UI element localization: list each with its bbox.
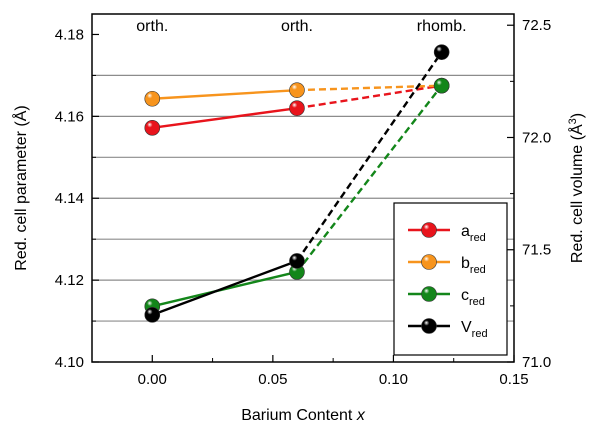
phase-annotation: rhomb. [417,18,467,35]
y-right-tick-label: 71.0 [522,354,551,371]
y-tick-label: 4.18 [55,26,84,43]
series-line-V [151,259,298,316]
phase-annotation: orth. [136,18,168,35]
y-tick-label: 4.14 [55,190,84,207]
legend: ared bred cred Vred [393,202,508,356]
data-point-c [433,77,450,94]
legend-label-c: cred [461,287,485,308]
data-point-a [144,120,161,136]
series-line-a [152,106,298,130]
data-point-V [144,307,161,323]
x-tick-label: 0.00 [138,371,167,388]
y-tick-label: 4.10 [55,354,84,371]
x-axis-label: Barium Content x [241,407,366,424]
y-right-tick-label: 72.0 [522,129,551,146]
y-right-tick-label: 71.5 [522,242,551,259]
legend-label-a: ared [461,223,486,244]
series-points [144,44,450,323]
data-point-V [433,44,450,60]
x-tick-label: 0.10 [379,371,408,388]
x-tick-label: 0.05 [258,371,287,388]
data-point-a [289,100,305,116]
y-right-tick-label: 72.5 [522,17,551,34]
legend-marker-b [421,254,437,270]
legend-box [393,202,508,356]
series-line-b [152,88,298,100]
x-axis: 0.00 0.05 0.10 0.15 [91,355,529,388]
y-axis-right-label: Red. cell volume (Å3) [567,113,586,263]
x-tick-label: 0.15 [499,371,528,388]
data-point-b [289,82,305,98]
legend-label-V: Vred [461,319,488,340]
phase-annotations: orth. orth. rhomb. [136,18,466,35]
series-line-b [296,84,442,92]
legend-label-b: bred [461,255,486,276]
series-line-a [296,84,442,110]
legend-marker-a [421,222,437,238]
legend-marker-V [421,318,437,334]
y-axis-left: 4.10 4.12 4.14 4.16 4.18 [55,26,99,371]
y-axis-right: 71.0 71.5 72.0 72.5 [507,17,551,371]
legend-marker-c [421,286,437,302]
data-point-V [289,253,305,269]
y-tick-label: 4.16 [55,108,84,125]
grid-lines [92,74,514,322]
y-tick-label: 4.12 [55,272,84,289]
series-lines [151,51,443,316]
series-line-c [296,84,443,273]
y-axis-label: Red. cell parameter (Å) [11,105,30,270]
phase-annotation: orth. [281,18,313,35]
plot-frame [91,13,515,363]
series-line-V [295,51,443,262]
data-point-b [144,90,161,107]
